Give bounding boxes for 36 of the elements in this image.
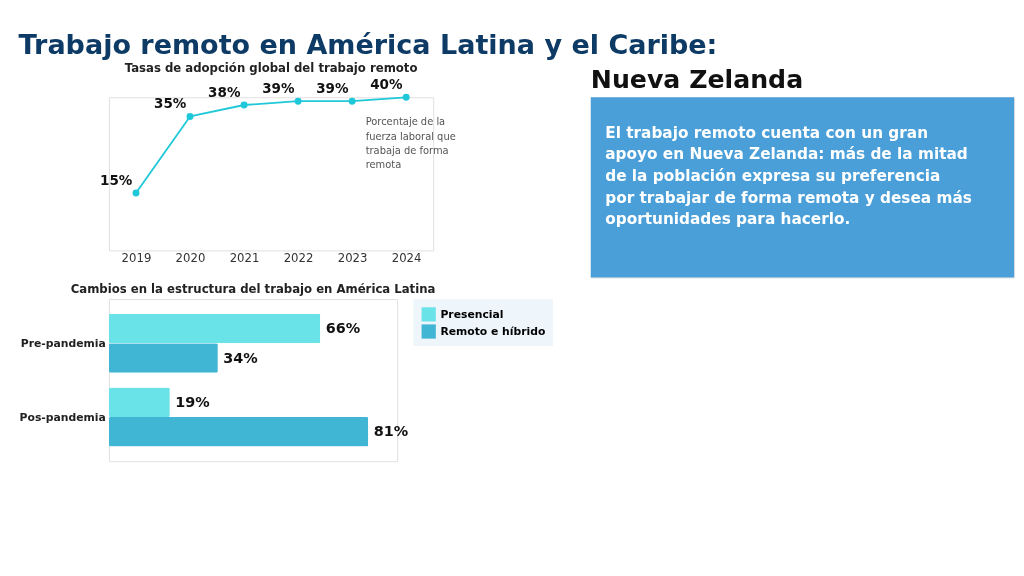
data-label: 39% — [316, 80, 349, 97]
point — [186, 113, 194, 120]
data-label: 15% — [100, 171, 133, 188]
legend-label: Presencial — [440, 308, 504, 321]
point — [294, 97, 302, 105]
data-label: 35% — [154, 95, 187, 112]
bar — [108, 387, 170, 417]
data-label: 40% — [370, 76, 403, 93]
data-label: 38% — [208, 83, 241, 100]
x-tick-label: 2023 — [337, 250, 368, 265]
text: Trabajo remoto en América Latina y el Caribe: — [18, 28, 718, 60]
bar — [108, 343, 218, 373]
point — [132, 189, 140, 197]
legend-label: Remoto e híbrido — [440, 325, 546, 339]
data-label: 66% — [325, 320, 361, 337]
point — [348, 97, 356, 105]
y-tick-label: Pre-pandemia — [20, 336, 106, 350]
x-tick-label: 2022 — [283, 250, 314, 265]
chart-title: Cambios en la estructura del trabajo en América Latina — [70, 281, 436, 296]
annotation: Porcentaje de la fuerza laboral que trabaja de forma remota — [365, 116, 456, 171]
data-label: 39% — [262, 80, 295, 97]
text: Nueva Zelanda — [590, 65, 804, 95]
y-tick-label: Pos-pandemia — [19, 410, 106, 424]
x-tick-label: 2020 — [175, 250, 206, 265]
x-tick-label: 2019 — [121, 250, 152, 265]
bar — [108, 313, 321, 344]
x-tick-label: 2021 — [229, 250, 260, 265]
point — [402, 93, 410, 101]
point — [240, 101, 248, 109]
chart-title: Tasas de adopción global del trabajo remoto — [124, 61, 418, 76]
data-label: 34% — [223, 349, 258, 366]
data-label: 19% — [175, 393, 210, 410]
x-tick-label: 2024 — [391, 250, 422, 265]
bar — [108, 416, 369, 447]
text: El trabajo remoto cuenta con un gran apoyo en Nueva Zelanda: más de la mitad de la población expresa su preferencia por trabajar de forma remota y desea más oportunidades para hacerlo. — [605, 123, 972, 229]
data-label: 81% — [373, 423, 409, 440]
